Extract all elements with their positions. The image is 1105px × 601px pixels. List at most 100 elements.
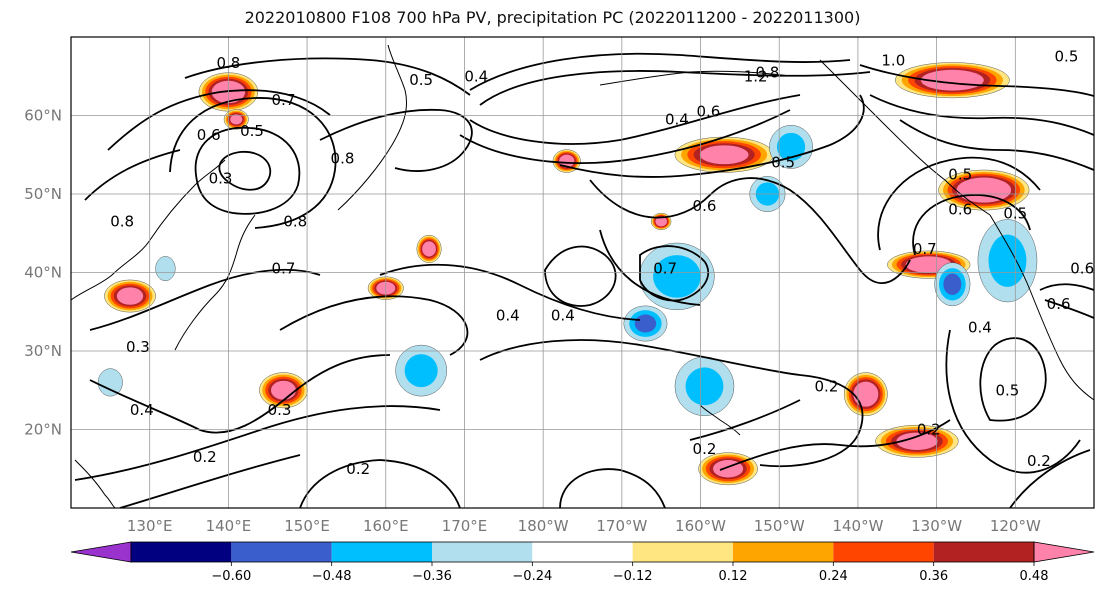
contour-label: 1.2 xyxy=(744,67,768,85)
contour-label: 0.8 xyxy=(283,212,307,230)
precip-cell xyxy=(685,367,724,406)
contour-label: 1.0 xyxy=(881,52,905,70)
colorbar-tick-label: 0.12 xyxy=(719,569,748,584)
contour-label: 0.2 xyxy=(815,377,839,395)
colorbar-tick-label: 0.48 xyxy=(1020,569,1049,584)
pv-contour xyxy=(979,337,1047,422)
longitude-tick-label: 160°E xyxy=(363,517,409,535)
contour-label: 0.6 xyxy=(948,201,972,219)
longitude-tick-label: 140°W xyxy=(832,517,883,535)
longitude-tick-label: 130°W xyxy=(911,517,962,535)
precip-cell xyxy=(712,149,737,161)
precip-cell xyxy=(657,218,665,225)
precip-cell xyxy=(404,354,438,388)
pv-contour xyxy=(544,245,617,307)
contour-label: 0.6 xyxy=(197,126,221,144)
contour-label: 0.4 xyxy=(464,67,488,85)
latitude-tick-label: 40°N xyxy=(24,264,62,282)
pv-contour xyxy=(479,339,864,468)
latitude-tick-label: 50°N xyxy=(24,185,62,203)
pv-contour xyxy=(119,454,301,508)
pv-contour xyxy=(89,354,391,434)
contour-label: 0.8 xyxy=(331,150,355,168)
precip-cell xyxy=(634,314,657,333)
contour-label: 0.4 xyxy=(551,307,575,325)
pv-contour xyxy=(559,94,865,178)
pv-contour xyxy=(299,459,461,508)
contour-label: 0.7 xyxy=(653,260,677,278)
pv-contour xyxy=(194,126,301,215)
colorbar-segment xyxy=(733,542,834,562)
precip-cell xyxy=(776,132,806,161)
pv-contour xyxy=(479,70,871,106)
contour-label: 0.7 xyxy=(272,91,296,109)
contour-label: 0.5 xyxy=(771,154,795,172)
contour-label: 0.6 xyxy=(1047,295,1071,313)
colorbar-segment xyxy=(532,542,633,562)
contour-labels: 0.8 0.5 0.4 1.2 0.8 0.4 0.6 0.5 0.7 0.6 0.5 0.8 0.3 0… xyxy=(110,48,1094,478)
contour-label: 0.4 xyxy=(496,307,520,325)
pv-contour xyxy=(74,405,441,481)
colorbar-frame xyxy=(130,541,1035,563)
colorbar-tick-label: 0.36 xyxy=(919,569,948,584)
longitude-tick-label: 150°E xyxy=(284,517,330,535)
contour-label: 0.3 xyxy=(268,401,292,419)
colorbar-segment xyxy=(632,542,733,562)
longitude-tick-label: 140°E xyxy=(206,517,252,535)
pv-contour xyxy=(869,94,1094,136)
pv-contour xyxy=(84,149,181,201)
pv-contour xyxy=(559,468,666,508)
pv-contour xyxy=(107,89,331,151)
longitude-tick-label: 170°E xyxy=(442,517,488,535)
colorbar: −0.60 −0.48 −0.36 −0.24 −0.12 0.12 0.24 0.36 0.4… xyxy=(70,541,1095,584)
coast-taiwan-philippines xyxy=(74,459,116,508)
pv-contour xyxy=(89,268,321,331)
precip-cell xyxy=(943,273,962,295)
colorbar-over-arrow xyxy=(1033,541,1095,563)
pv-contours xyxy=(74,52,1094,508)
colorbar-tick-label: −0.60 xyxy=(211,569,251,584)
contour-label: 0.5 xyxy=(1003,205,1027,223)
longitude-tick-labels: 130°E 140°E 150°E 160°E 170°E 180°W 170°W 160°W… xyxy=(127,517,1041,535)
precip-cell xyxy=(919,260,939,269)
precip-cell xyxy=(97,368,123,397)
map-area: 0.8 0.5 0.4 1.2 0.8 0.4 0.6 0.5 0.7 0.6 0.5 0.8 0.3 0… xyxy=(71,37,1094,508)
colorbar-segment xyxy=(231,542,332,562)
colorbar-segment xyxy=(833,542,934,562)
longitude-tick-label: 170°W xyxy=(596,517,647,535)
contour-label: 0.6 xyxy=(1070,260,1094,278)
precip-cell xyxy=(974,185,994,196)
pv-contour xyxy=(1009,449,1091,508)
pv-contour xyxy=(279,295,469,356)
contour-label: 0.3 xyxy=(126,338,150,356)
precip-cell xyxy=(123,291,137,302)
longitude-tick-label: 130°E xyxy=(127,517,173,535)
precipitation-layer xyxy=(97,62,1038,486)
colorbar-segment xyxy=(131,542,232,562)
map-title: 2022010800 F108 700 hPa PV, precipitatio… xyxy=(244,8,861,27)
pv-contour xyxy=(877,156,1041,251)
pv-contour xyxy=(912,194,1031,256)
contour-label: 0.5 xyxy=(240,122,264,140)
contour-label: 0.2 xyxy=(346,460,370,478)
contour-label: 0.2 xyxy=(693,440,717,458)
lat-lon-grid xyxy=(71,37,1094,508)
pv-contour xyxy=(899,119,1094,171)
pv-contour xyxy=(689,399,801,441)
colorbar-tick-label: −0.24 xyxy=(512,569,552,584)
contour-label: 0.3 xyxy=(209,169,233,187)
colorbar-segment xyxy=(331,542,432,562)
contour-label: 0.8 xyxy=(216,54,240,72)
latitude-tick-label: 30°N xyxy=(24,342,62,360)
precip-cell xyxy=(860,388,872,400)
precip-cell xyxy=(988,234,1027,287)
coast-north-america xyxy=(989,214,1094,401)
contour-label: 0.5 xyxy=(948,165,972,183)
pv-contour xyxy=(184,57,471,96)
map-frame xyxy=(70,36,1095,509)
colorbar-segment xyxy=(933,542,1034,562)
contour-label: 0.6 xyxy=(696,103,720,121)
pv-contour xyxy=(945,329,1081,474)
colorbar-tick-label: −0.36 xyxy=(412,569,452,584)
